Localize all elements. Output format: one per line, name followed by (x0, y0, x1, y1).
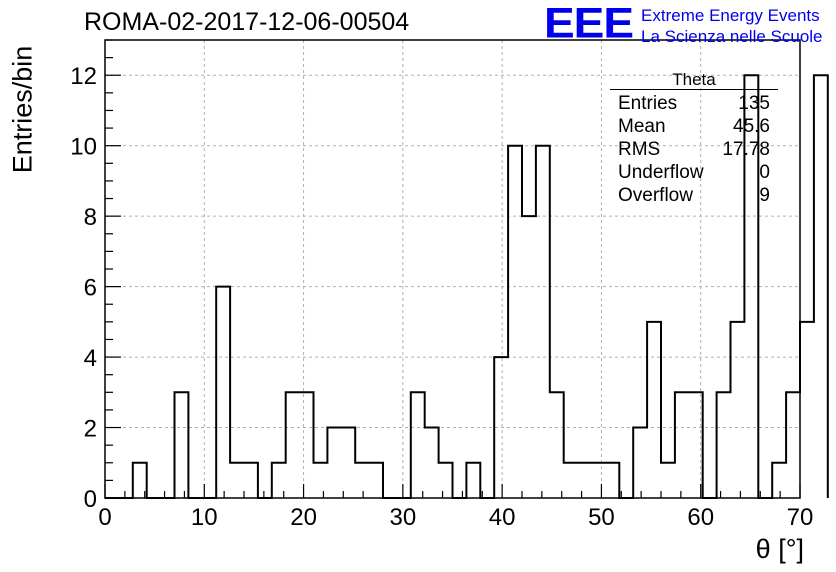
histogram-bin (772, 463, 786, 498)
stats-row-underflow: Underflow 0 (610, 161, 778, 184)
histogram-bin (314, 463, 328, 498)
logo-caption: Extreme Energy Events La Scienza nelle S… (641, 5, 822, 47)
logo-text: EEE (544, 0, 634, 47)
stats-label: Overflow (618, 185, 693, 206)
y-tick-label: 12 (70, 63, 97, 90)
histogram-bin (425, 428, 439, 498)
y-tick-label: 6 (84, 275, 97, 302)
histogram-bin (355, 463, 369, 498)
y-tick-label: 8 (84, 204, 97, 231)
histogram-bin (466, 463, 480, 498)
histogram-bin (327, 428, 341, 498)
stats-label: Entries (618, 93, 678, 114)
stats-row-rms: RMS 17.78 (610, 138, 778, 161)
histogram-bin (633, 428, 647, 498)
chart-title: ROMA-02-2017-12-06-00504 (84, 8, 410, 36)
histogram-outline (105, 74, 829, 499)
eee-logo: EEE Extreme Energy Events La Scienza nel… (544, 2, 823, 47)
histogram-bin (592, 463, 606, 498)
stats-title: Theta (672, 70, 716, 89)
x-axis-label: θ [°] (755, 534, 804, 564)
histogram-bin (786, 392, 800, 498)
histogram-bin (411, 392, 425, 498)
histogram-bin (175, 392, 189, 498)
histogram-bin (341, 428, 355, 498)
y-tick-label: 10 (70, 134, 97, 161)
histogram-bin (661, 463, 675, 498)
stats-value: 45.6 (733, 116, 770, 137)
histogram-bin (605, 463, 619, 498)
histogram-bin (717, 392, 731, 498)
stats-row-entries: Entries 135 (610, 92, 778, 115)
histogram-bins (105, 74, 829, 499)
histogram-bin (814, 75, 828, 498)
histogram-bin (647, 322, 661, 498)
grid-lines (105, 40, 800, 498)
x-tick-label: 40 (489, 504, 516, 531)
histogram-bin (300, 392, 314, 498)
stats-divider (610, 89, 778, 90)
logo-line-1: Extreme Energy Events (641, 6, 820, 25)
histogram-bin (578, 463, 592, 498)
histogram-bin (675, 392, 689, 498)
x-tick-label: 70 (787, 504, 814, 531)
stats-value: 135 (738, 93, 770, 114)
logo-line-2: La Scienza nelle Scuole (641, 27, 823, 46)
histogram-bin (550, 392, 564, 498)
stats-label: Underflow (618, 162, 704, 183)
histogram-bin (244, 463, 258, 498)
histogram-bin (286, 392, 300, 498)
histogram-bin (508, 146, 522, 498)
x-tick-label: 30 (390, 504, 417, 531)
x-tick-label: 60 (687, 504, 714, 531)
stats-value: 0 (759, 162, 770, 183)
stats-row-overflow: Overflow 9 (610, 184, 778, 207)
x-tick-label: 20 (290, 504, 317, 531)
x-tick-label: 50 (588, 504, 615, 531)
x-tick-label: 10 (191, 504, 218, 531)
histogram-bin (536, 146, 550, 498)
histogram-bin (439, 463, 453, 498)
stats-value: 9 (759, 185, 770, 206)
y-tick-label: 4 (84, 345, 97, 372)
tick-labels: 0 10 20 30 40 50 60 70 0 2 4 6 8 10 12 (70, 63, 813, 531)
histogram-bin (216, 287, 230, 498)
stats-value: 17.78 (722, 139, 770, 160)
histogram-bin (369, 463, 383, 498)
y-tick-label: 0 (84, 486, 97, 513)
y-axis-label: Entries/bin (7, 45, 38, 174)
histogram-bin (731, 322, 745, 498)
histogram-bin (564, 463, 578, 498)
stats-label: RMS (618, 139, 661, 160)
stats-row-mean: Mean 45.6 (610, 115, 778, 138)
stats-label: Mean (618, 116, 666, 137)
x-tick-label: 0 (98, 504, 111, 531)
histogram-bin (230, 463, 244, 498)
histogram-bin (800, 322, 814, 498)
y-tick-label: 2 (84, 416, 97, 443)
stats-box: Theta Entries 135 Mean 45.6 RMS 17.78 Un… (610, 70, 778, 207)
